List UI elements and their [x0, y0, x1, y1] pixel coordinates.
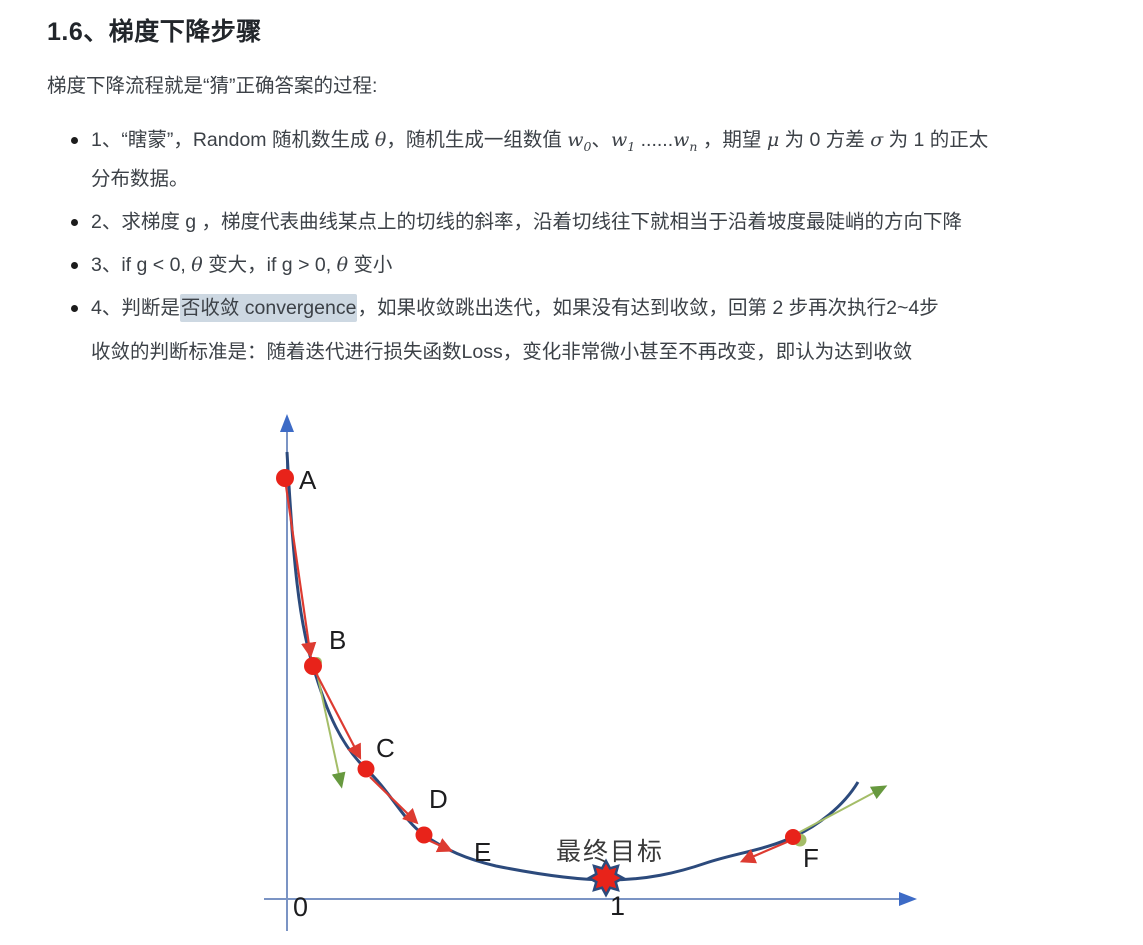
point-marker-a: [276, 469, 294, 487]
point-marker-f: [785, 829, 801, 845]
gradient-descent-diagram: A B C D E F 0 1 最终目标: [264, 414, 917, 931]
point-marker-c: [357, 760, 375, 778]
bullet-list: 1、“瞎蒙”，Random 随机数生成 θ，随机生成一组数值 w0、w1 ...…: [47, 121, 1132, 376]
math-symbol: μ: [766, 129, 780, 151]
bullet-icon: [71, 305, 78, 312]
point-label-e: E: [474, 837, 491, 867]
goal-star: [586, 858, 626, 898]
descent-arrow-c-d: [369, 776, 419, 825]
descent-arrow-d-e: [427, 838, 453, 853]
goal-label: 最终目标: [556, 838, 664, 866]
math-symbol: w0: [567, 129, 592, 154]
bullet-icon: [71, 219, 78, 226]
text-run: 收敛的判断标准是：随着迭代进行损失函数Loss，变化非常微小甚至不再改变，即认为…: [91, 341, 913, 363]
section-heading: 1.6、梯度下降步骤: [47, 18, 262, 46]
origin-label: 0: [293, 892, 308, 922]
intro-paragraph: 梯度下降流程就是“猜”正确答案的过程:: [47, 75, 378, 97]
math-symbol: σ: [870, 129, 884, 151]
text-run: 变小: [348, 254, 393, 276]
descent-arrow-f-goal: [739, 840, 788, 864]
descent-arrow-b-c: [315, 672, 362, 760]
math-symbol: w1: [610, 129, 636, 154]
point-label-f: F: [803, 843, 819, 873]
point-label-b: B: [329, 625, 346, 655]
tangent-arrow-b: [316, 672, 346, 789]
tangent-arrow-f: [797, 785, 888, 834]
bullet-icon: [71, 262, 78, 269]
descent-arrow-a-b: [284, 485, 317, 659]
text-run: 为 0 方差: [779, 129, 871, 151]
list-item: 2、求梯度 g ，梯度代表曲线某点上的切线的斜率，沿着切线往下就相当于沿着坡度最…: [47, 203, 1132, 242]
text-run: 分布数据。: [91, 168, 189, 190]
text-run: 、: [591, 129, 611, 151]
text-run: 2、求梯度 g ，梯度代表曲线某点上的切线的斜率，沿着切线往下就相当于沿着坡度最…: [91, 211, 963, 233]
text-run: ，如果收敛跳出迭代，如果没有达到收敛，回第 2 步再次执行2~4步: [357, 297, 939, 319]
point-marker-b: [304, 657, 322, 675]
text-run: ......: [635, 129, 674, 151]
text-run: 1、“瞎蒙”，Random 随机数生成: [91, 129, 375, 151]
math-symbol: θ: [374, 129, 387, 151]
text-run: ，期望: [697, 129, 767, 151]
list-item: 1、“瞎蒙”，Random 随机数生成 θ，随机生成一组数值 w0、w1 ...…: [47, 121, 1132, 199]
selection-highlight: 否收敛 convergence: [179, 294, 358, 322]
text-run: ，随机生成一组数值: [386, 129, 568, 151]
math-symbol: θ: [336, 254, 349, 276]
list-item: 3、if g < 0, θ 变大，if g > 0, θ 变小: [47, 246, 1132, 285]
list-item: 4、判断是否收敛 convergence，如果收敛跳出迭代，如果没有达到收敛，回…: [47, 289, 1132, 372]
text-run: 为 1 的正太: [883, 129, 989, 151]
text-run: 3、if g < 0,: [91, 254, 192, 276]
loss-curve: [285, 451, 860, 882]
point-label-a: A: [299, 465, 317, 495]
point-label-c: C: [376, 733, 395, 763]
math-symbol: θ: [191, 254, 203, 276]
x-tick-label-1: 1: [610, 891, 625, 921]
bullet-icon: [71, 137, 78, 144]
point-label-d: D: [429, 784, 448, 814]
text-run: 变大，if g > 0,: [202, 254, 337, 276]
text-run: 4、判断是: [91, 297, 180, 319]
math-symbol: wn: [673, 129, 698, 154]
point-marker-d: [415, 826, 433, 844]
